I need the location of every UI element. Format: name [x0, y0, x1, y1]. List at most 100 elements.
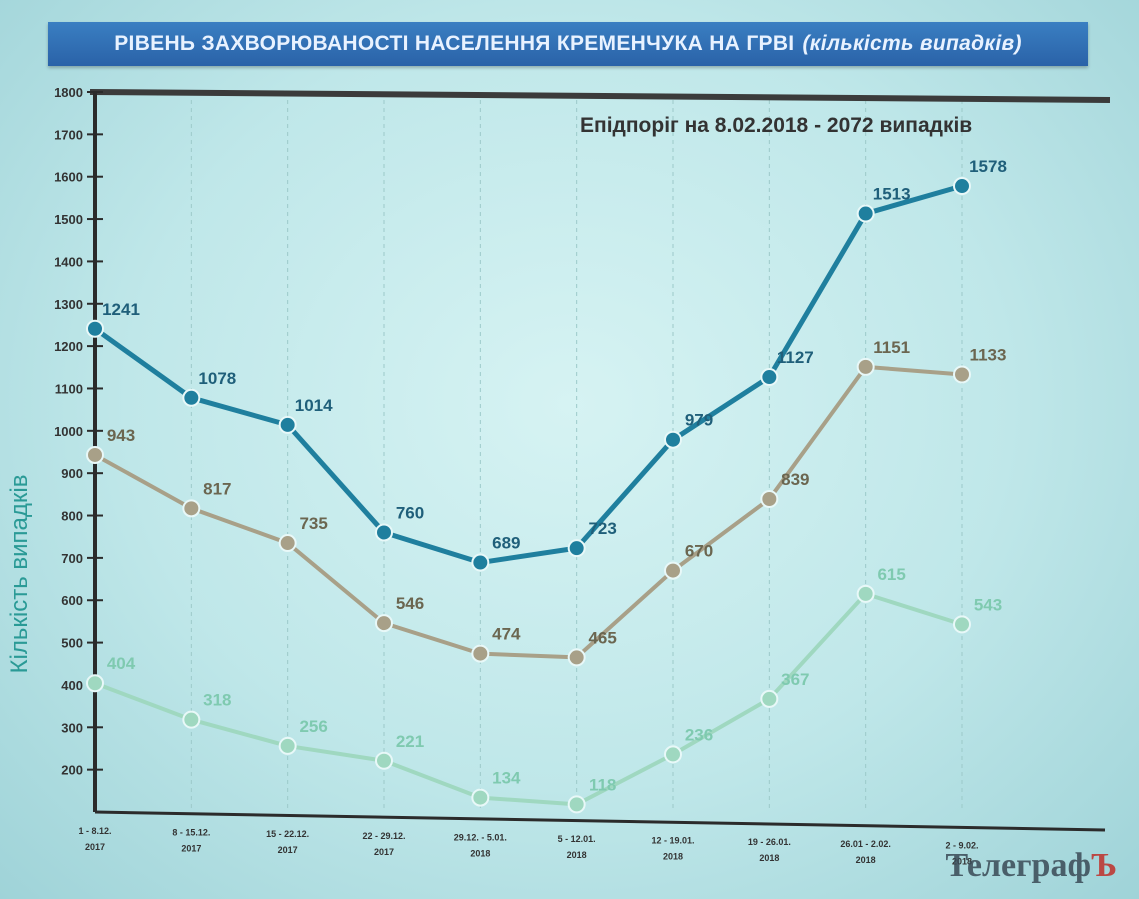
- y-tick-label: 1200: [54, 339, 83, 354]
- y-tick-label: 300: [61, 720, 83, 735]
- data-point: [278, 534, 297, 553]
- data-label: 1513: [873, 185, 911, 204]
- data-point: [86, 445, 104, 464]
- data-label: 236: [685, 725, 713, 744]
- data-point: [760, 689, 779, 708]
- data-label: 735: [299, 514, 327, 533]
- data-point: [182, 710, 201, 729]
- data-point: [760, 490, 779, 509]
- x-tick-label-year: 2018: [856, 855, 876, 865]
- data-label: 1127: [777, 348, 814, 367]
- data-point: [182, 499, 201, 518]
- x-tick-label: 8 - 15.12.: [172, 828, 210, 838]
- data-point: [375, 523, 393, 542]
- chart-title-paren: (кількість випадків): [802, 32, 1022, 55]
- data-label: 760: [396, 503, 424, 522]
- data-label: 543: [974, 595, 1002, 614]
- x-tick-label: 2 - 9.02.: [945, 840, 978, 850]
- data-point: [953, 177, 971, 196]
- top-axis-line: [89, 89, 1111, 103]
- y-tick-label: 400: [61, 678, 83, 693]
- x-tick-label: 15 - 22.12.: [266, 829, 309, 839]
- x-tick-label: 19 - 26.01.: [748, 837, 791, 847]
- x-tick-label-year: 2018: [952, 856, 972, 866]
- data-label: 474: [492, 625, 521, 644]
- data-point: [664, 430, 682, 449]
- epidemic-threshold-note: Епідпоріг на 8.02.2018 - 2072 випадків: [580, 114, 973, 137]
- data-label: 404: [107, 654, 136, 673]
- x-tick-label: 1 - 8.12.: [78, 826, 111, 836]
- data-label: 689: [492, 534, 520, 553]
- y-tick-label: 1100: [55, 381, 83, 396]
- chart-title: РІВЕНЬ ЗАХВОРЮВАНОСТІ НАСЕЛЕННЯ КРЕМЕНЧУ…: [48, 22, 1088, 66]
- data-point: [567, 648, 586, 667]
- y-tick-label: 1700: [54, 127, 83, 142]
- y-tick-label: 1800: [54, 85, 83, 100]
- data-label: 367: [781, 670, 809, 689]
- data-label: 134: [492, 769, 521, 788]
- data-label: 979: [685, 411, 713, 430]
- x-tick-label-year: 2017: [278, 845, 298, 855]
- data-point: [953, 615, 971, 634]
- x-axis-line: [94, 810, 1106, 832]
- data-label: 1133: [970, 345, 1007, 364]
- data-label: 1014: [295, 396, 333, 415]
- data-point: [664, 745, 682, 764]
- data-label: 221: [396, 732, 424, 751]
- x-tick-label-year: 2018: [759, 853, 779, 863]
- x-tick-label: 12 - 19.01.: [651, 836, 694, 846]
- x-tick-label-year: 2018: [567, 850, 587, 860]
- chart-title-main: РІВЕНЬ ЗАХВОРЮВАНОСТІ НАСЕЛЕННЯ КРЕМЕНЧУ…: [114, 32, 795, 55]
- data-point: [375, 751, 393, 770]
- data-label: 817: [203, 479, 231, 498]
- y-axis-label: Кількість випадків: [6, 474, 33, 674]
- y-tick-label: 1500: [54, 212, 83, 227]
- x-tick-label-year: 2017: [85, 842, 105, 852]
- data-point: [278, 736, 297, 755]
- data-label: 723: [588, 519, 616, 538]
- y-tick-label: 1400: [54, 254, 83, 269]
- x-tick-label: 26.01 - 2.02.: [840, 839, 891, 849]
- x-tick-label-year: 2017: [374, 847, 394, 857]
- series-line: [92, 183, 965, 566]
- y-tick-label: 500: [61, 636, 83, 651]
- data-label: 670: [685, 542, 713, 561]
- data-point: [471, 788, 490, 807]
- series-line: [93, 591, 964, 807]
- y-tick-label: 800: [61, 509, 83, 524]
- data-point: [567, 795, 586, 814]
- telegraf-logo: ТелеграфЪ: [945, 847, 1117, 884]
- data-label: 839: [781, 470, 809, 489]
- data-point: [567, 539, 586, 558]
- data-label: 1151: [873, 338, 910, 357]
- data-label: 546: [396, 594, 424, 613]
- data-label: 615: [877, 565, 905, 584]
- data-point: [856, 357, 875, 376]
- y-tick-label: 900: [61, 466, 83, 481]
- data-point: [471, 644, 490, 663]
- data-point: [86, 319, 104, 338]
- data-label: 118: [589, 775, 616, 794]
- x-tick-label: 22 - 29.12.: [362, 831, 405, 841]
- y-tick-label: 1000: [54, 424, 83, 439]
- data-label: 1241: [102, 300, 140, 319]
- x-tick-label-year: 2017: [181, 844, 201, 854]
- data-label: 256: [299, 717, 327, 736]
- series-line: [93, 364, 964, 660]
- data-point: [856, 204, 875, 223]
- data-label: 465: [588, 628, 616, 647]
- x-tick-label-year: 2018: [470, 848, 490, 858]
- data-label: 1578: [969, 157, 1007, 176]
- data-point: [953, 365, 971, 384]
- data-point: [375, 614, 393, 633]
- x-tick-label: 29.12. - 5.01.: [454, 832, 507, 842]
- y-tick-label: 200: [61, 763, 83, 778]
- y-tick-label: 600: [61, 593, 83, 608]
- y-tick-label: 1300: [54, 297, 83, 312]
- y-tick-label: 700: [61, 551, 83, 566]
- data-point: [760, 368, 779, 387]
- data-point: [278, 415, 297, 434]
- data-point: [856, 584, 875, 603]
- data-point: [182, 388, 201, 407]
- y-tick-label: 1600: [54, 170, 83, 185]
